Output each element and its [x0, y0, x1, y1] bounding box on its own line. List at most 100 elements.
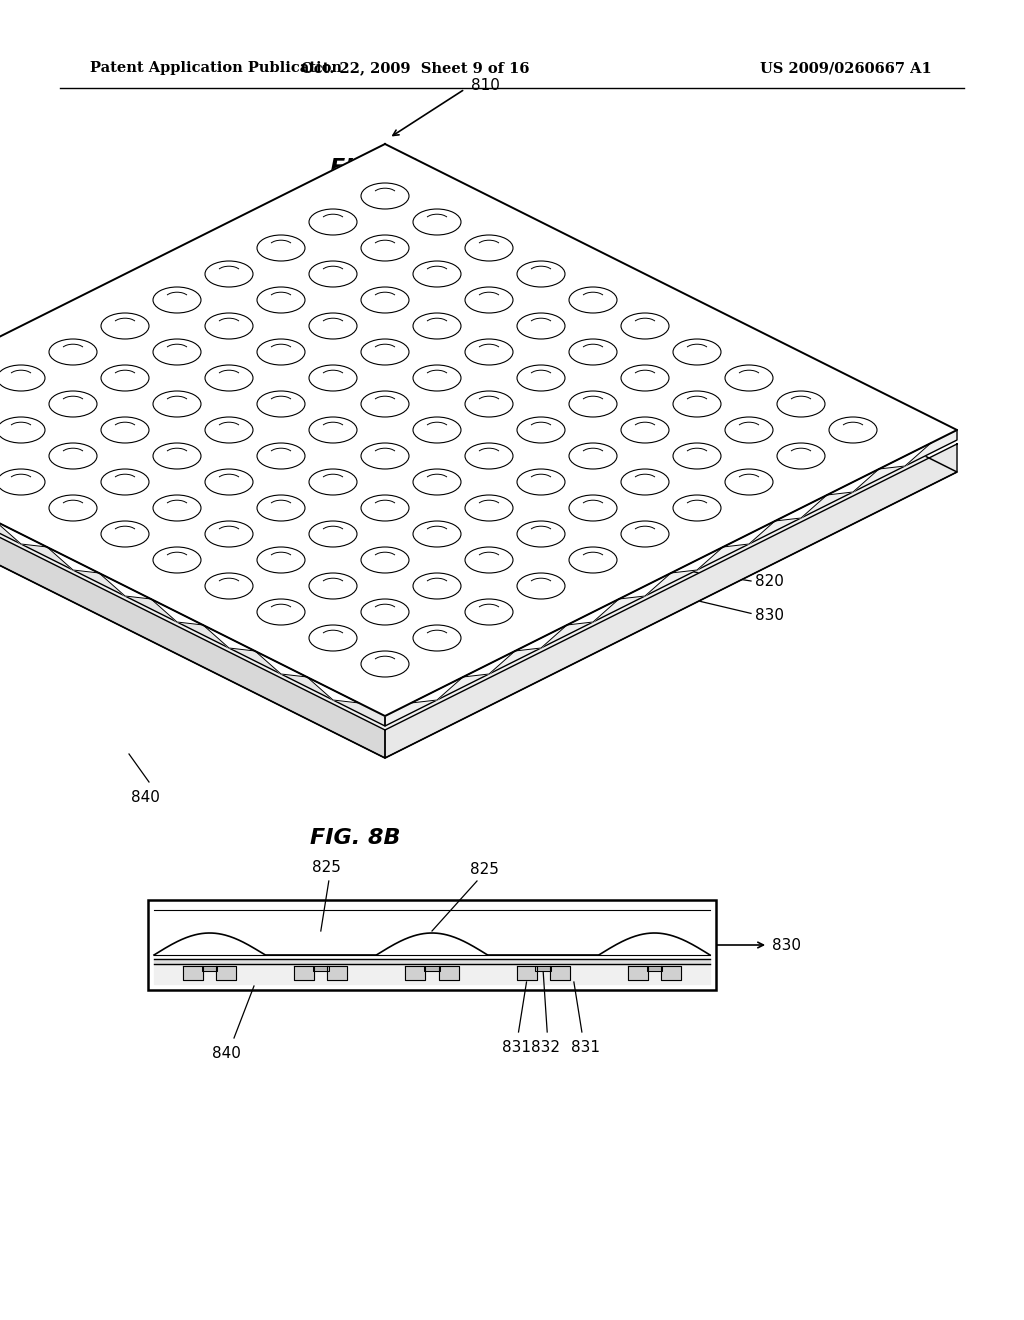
Ellipse shape: [49, 444, 97, 469]
Ellipse shape: [517, 417, 565, 444]
Polygon shape: [438, 966, 459, 979]
Polygon shape: [313, 966, 329, 972]
Polygon shape: [154, 964, 710, 983]
Text: 840: 840: [212, 1045, 241, 1061]
Text: FIG. 8B: FIG. 8B: [309, 828, 400, 847]
Polygon shape: [99, 573, 151, 599]
Polygon shape: [202, 966, 217, 972]
Ellipse shape: [257, 339, 305, 366]
Ellipse shape: [725, 417, 773, 444]
Ellipse shape: [49, 391, 97, 417]
Ellipse shape: [413, 313, 461, 339]
Ellipse shape: [309, 573, 357, 599]
Ellipse shape: [361, 599, 409, 624]
Ellipse shape: [777, 391, 825, 417]
Polygon shape: [628, 966, 648, 979]
Polygon shape: [47, 546, 99, 573]
Ellipse shape: [413, 469, 461, 495]
Polygon shape: [516, 966, 537, 979]
Ellipse shape: [465, 391, 513, 417]
Polygon shape: [567, 599, 618, 624]
Ellipse shape: [361, 339, 409, 366]
Polygon shape: [775, 495, 827, 521]
Text: 825: 825: [312, 861, 341, 875]
Ellipse shape: [361, 546, 409, 573]
Ellipse shape: [517, 521, 565, 546]
Polygon shape: [154, 960, 710, 964]
Ellipse shape: [257, 286, 305, 313]
Polygon shape: [385, 430, 957, 726]
Ellipse shape: [673, 495, 721, 521]
Ellipse shape: [309, 313, 357, 339]
Ellipse shape: [101, 366, 150, 391]
Polygon shape: [424, 966, 439, 972]
Polygon shape: [0, 444, 385, 758]
Ellipse shape: [309, 366, 357, 391]
Ellipse shape: [621, 521, 669, 546]
Ellipse shape: [361, 495, 409, 521]
Ellipse shape: [257, 546, 305, 573]
Text: 831: 831: [502, 1040, 531, 1055]
Ellipse shape: [101, 521, 150, 546]
Polygon shape: [406, 966, 425, 979]
Ellipse shape: [309, 417, 357, 444]
Polygon shape: [0, 430, 385, 726]
Ellipse shape: [361, 444, 409, 469]
Ellipse shape: [621, 417, 669, 444]
Ellipse shape: [101, 469, 150, 495]
Ellipse shape: [361, 286, 409, 313]
Ellipse shape: [153, 286, 201, 313]
Text: 832: 832: [530, 1040, 560, 1055]
Ellipse shape: [465, 286, 513, 313]
Polygon shape: [550, 966, 570, 979]
Ellipse shape: [0, 469, 45, 495]
Ellipse shape: [257, 495, 305, 521]
Ellipse shape: [517, 261, 565, 286]
Ellipse shape: [257, 444, 305, 469]
Polygon shape: [216, 966, 237, 979]
Text: 831: 831: [571, 1040, 600, 1055]
Ellipse shape: [257, 391, 305, 417]
Ellipse shape: [153, 339, 201, 366]
Ellipse shape: [465, 235, 513, 261]
Ellipse shape: [309, 469, 357, 495]
Text: Oct. 22, 2009  Sheet 9 of 16: Oct. 22, 2009 Sheet 9 of 16: [301, 61, 529, 75]
Ellipse shape: [569, 339, 617, 366]
Text: 820: 820: [755, 573, 784, 589]
Polygon shape: [328, 966, 347, 979]
Polygon shape: [294, 966, 314, 979]
Ellipse shape: [517, 366, 565, 391]
Ellipse shape: [517, 469, 565, 495]
Ellipse shape: [413, 573, 461, 599]
Ellipse shape: [49, 339, 97, 366]
Ellipse shape: [465, 599, 513, 624]
Text: FIG. 8A: FIG. 8A: [330, 158, 421, 178]
Ellipse shape: [465, 546, 513, 573]
Ellipse shape: [205, 417, 253, 444]
Polygon shape: [385, 444, 957, 758]
Ellipse shape: [309, 624, 357, 651]
Ellipse shape: [621, 313, 669, 339]
Ellipse shape: [569, 286, 617, 313]
Ellipse shape: [361, 651, 409, 677]
Ellipse shape: [465, 495, 513, 521]
Polygon shape: [463, 651, 515, 677]
Ellipse shape: [413, 261, 461, 286]
Ellipse shape: [257, 235, 305, 261]
Polygon shape: [203, 624, 255, 651]
Polygon shape: [255, 651, 307, 677]
Polygon shape: [183, 966, 203, 979]
Ellipse shape: [413, 209, 461, 235]
Polygon shape: [0, 186, 957, 758]
Polygon shape: [0, 144, 957, 715]
Polygon shape: [646, 966, 663, 972]
Ellipse shape: [101, 417, 150, 444]
Ellipse shape: [569, 391, 617, 417]
Ellipse shape: [465, 339, 513, 366]
Polygon shape: [671, 546, 723, 573]
Polygon shape: [827, 469, 879, 495]
Ellipse shape: [205, 521, 253, 546]
Ellipse shape: [257, 599, 305, 624]
Ellipse shape: [673, 339, 721, 366]
Text: 825: 825: [470, 862, 499, 876]
